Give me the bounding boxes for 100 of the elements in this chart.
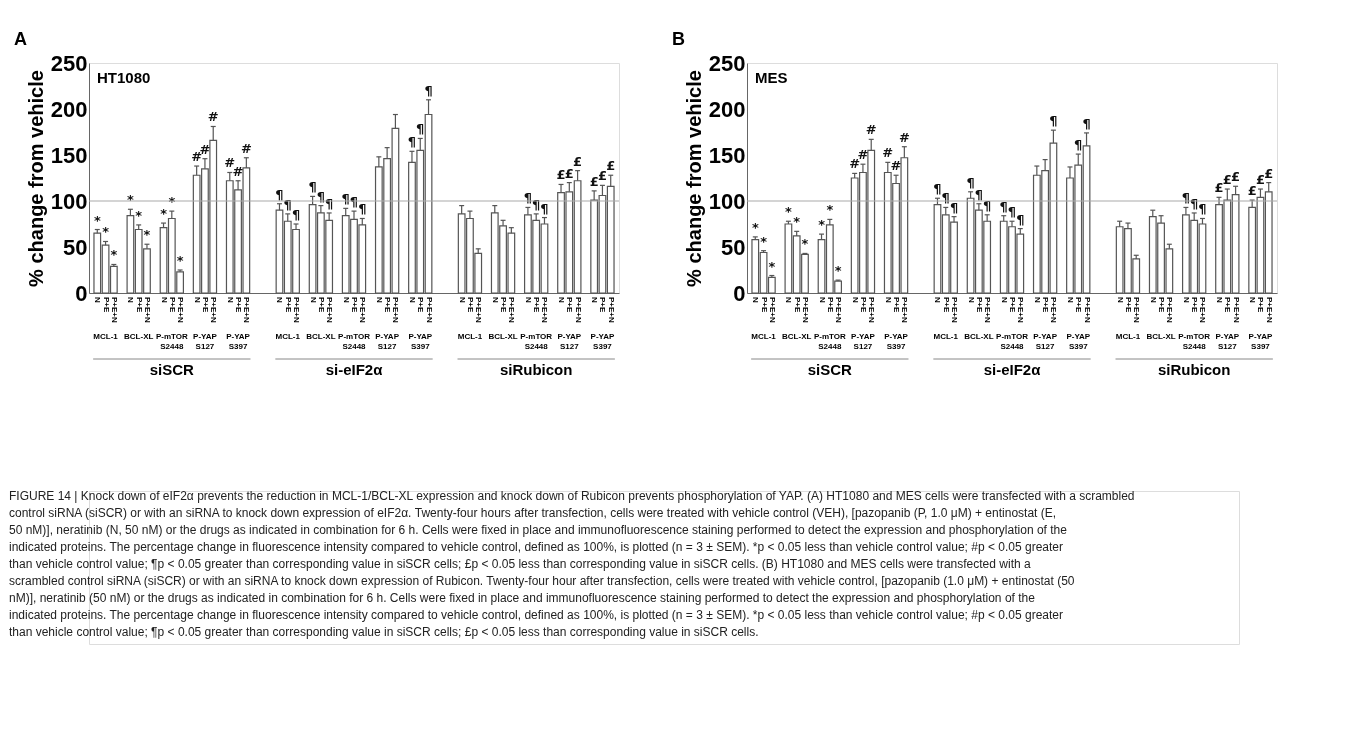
text: si-eIF2α <box>325 361 384 378</box>
x-tick-label: P+E <box>1041 297 1051 314</box>
x-tick-label: N <box>751 297 761 303</box>
x-tick-label: P+E+N <box>358 297 368 324</box>
x-tick-label: P+E+N <box>474 297 484 324</box>
x-tick-label: P+E <box>792 297 802 314</box>
y-axis-title: % change from vehicle <box>682 70 705 287</box>
data-label: ¶ <box>341 191 350 207</box>
data-label: ¶ <box>407 134 417 150</box>
x-tick-label: P+E+N <box>867 297 877 324</box>
data-label: * <box>760 233 768 249</box>
data-label: £ <box>606 158 616 174</box>
x-tick-label: P+E+N <box>834 297 844 324</box>
text: BCL-XL <box>964 332 994 341</box>
x-tick-label: P+E+N <box>606 297 616 324</box>
x-tick-label: P+E <box>1256 297 1266 314</box>
x-tick-label: N <box>341 297 351 303</box>
data-label: £ <box>597 168 607 184</box>
data-label: * <box>793 214 801 230</box>
x-tick-label: N <box>374 297 384 303</box>
x-tick-label: P+E+N <box>1082 297 1092 324</box>
data-label: * <box>768 258 776 274</box>
x-tick-label: P+E <box>598 297 608 314</box>
data-label: ¶ <box>532 196 541 212</box>
data-label: * <box>801 236 809 252</box>
x-tick-label: P+E+N <box>767 297 777 324</box>
data-label: * <box>826 202 834 218</box>
data-label: # <box>207 109 219 125</box>
data-label: ¶ <box>983 197 992 213</box>
data-label: ¶ <box>941 190 950 206</box>
text: P-YAP S127 <box>1033 332 1058 351</box>
data-label: * <box>127 192 134 208</box>
data-label: * <box>176 253 184 268</box>
text: MCL-1 <box>1115 332 1141 341</box>
data-label: * <box>751 219 759 235</box>
x-tick-label: P+E <box>350 297 359 314</box>
x-tick-label: P+E <box>499 297 509 314</box>
text: siSCR <box>149 361 195 378</box>
text: siSCR <box>807 361 853 378</box>
text: P-mTOR S2448 <box>1178 332 1211 351</box>
data-label: ¶ <box>540 200 549 216</box>
data-label: ¶ <box>1007 204 1017 220</box>
x-tick-label: P+E <box>892 297 902 314</box>
x-tick-label: N <box>159 297 169 303</box>
data-label: ¶ <box>416 121 425 137</box>
x-tick-label: N <box>1181 297 1191 303</box>
text: P-YAP S127 <box>1215 332 1240 351</box>
x-tick-label: N <box>457 297 467 303</box>
text: MCL-1 <box>751 332 777 341</box>
x-tick-label: P+E+N <box>1264 297 1274 324</box>
data-label: * <box>168 194 176 210</box>
x-tick-label: P+E <box>1123 297 1133 314</box>
x-tick-label: P+E+N <box>209 297 219 324</box>
x-tick-label: P+E <box>974 297 984 314</box>
x-tick-label: N <box>523 297 533 303</box>
data-label: ¶ <box>999 198 1008 214</box>
x-tick-label: P+E <box>465 297 475 314</box>
text: FIGURE 14 | Knock down of eIF2α prevents the reduction in MCL-1/BCL-XL expression and knock down of Rubicon prevents phosphorylation of YAP. (A) HT1080 and MES cells were transfected with a scrambled control siRNA (siSCR) or with an siRNA to knock down expression of eIF2α. Twenty-four hours after transfection, cells were treated with vehicle control (VEH), [pazopanib (P, 1.0 μM) + entinostat (E, 50 nM)], neratinib (N, 50 nM) or the drugs as indicated in combination for 6 h. Cells were fixed in place and immunofluorescence staining performed to detect the expression and phosphorylation of the indicated proteins. The percentage change in fluorescence intensity compared to vehicle control, defined as 100%, is plotted (n = 3 ± SEM). *p < 0.05 less than vehicle control value; #p < 0.05 greater than vehicle control value; ¶p < 0.05 greater than corresponding value in siSCR cells; £p < 0.05 less than corresponding value in siSCR cells. (B) HT1080 and MES cells were transfected with a scrambled control siRNA (siSCR) or with an siRNA to knock down expression of Rubicon. Twenty-four hour after transfection, cells were treated with vehicle control, [pazopanib (1.0 μM) + entinostat (50 nM)], neratinib (50 nM) or the drugs as indicated in combination for 6 h. Cells were fixed in place and immunofluorescence staining performed to detect the expression and phosphorylation of the indicated proteins. The percentage change in fluorescence intensity compared to vehicle control, defined as 100%, is plotted (n = 3 ± SEM). *p < 0.05 less than vehicle control value; #p < 0.05 greater than vehicle control value; ¶p < 0.05 greater than corresponding value in siSCR cells; £p < 0.05 less than corresponding value in siSCR cells. <box>9 489 1135 639</box>
y-tick-label: 150 <box>50 142 88 168</box>
x-tick-label: N <box>275 297 285 303</box>
x-tick-label: P+E+N <box>1049 297 1059 324</box>
data-label: ¶ <box>275 186 284 202</box>
data-label: ¶ <box>325 195 334 211</box>
annotation: HT1080 <box>97 69 151 86</box>
data-label: ¶ <box>316 188 326 204</box>
x-tick-label: N <box>883 297 893 303</box>
text: P-YAP S397 <box>1248 332 1273 351</box>
x-tick-label: N <box>933 297 943 303</box>
text: P-mTOR S2448 <box>520 332 553 351</box>
data-label: * <box>93 212 101 228</box>
x-tick-label: P+E+N <box>983 297 993 324</box>
data-label: ¶ <box>949 199 959 215</box>
text: MCL-1 <box>275 332 301 341</box>
x-tick-label: P+E <box>167 297 177 314</box>
x-tick-label: P+E+N <box>573 297 583 324</box>
data-label: * <box>785 204 792 220</box>
x-tick-label: P+E <box>200 297 210 314</box>
data-label: ¶ <box>523 190 533 206</box>
x-tick-label: P+E <box>858 297 868 314</box>
y-tick-label: 0 <box>733 280 746 306</box>
x-tick-label: P+E <box>383 297 393 314</box>
x-tick-label: P+E <box>283 297 293 314</box>
x-tick-label: N <box>407 297 417 303</box>
data-label: ¶ <box>424 82 433 98</box>
y-tick-label: 100 <box>708 188 746 214</box>
data-label: ¶ <box>349 194 359 210</box>
x-tick-label: N <box>1148 297 1158 303</box>
x-tick-label: P+E+N <box>176 297 186 324</box>
x-tick-label: P+E <box>316 297 326 314</box>
text: P-YAP S397 <box>226 332 251 351</box>
text: siRubicon <box>499 361 573 378</box>
text: P-mTOR S2448 <box>996 332 1029 351</box>
x-tick-label: P+E <box>825 297 835 314</box>
x-tick-label: N <box>850 297 860 303</box>
x-tick-label: N <box>308 297 318 303</box>
text: MCL-1 <box>457 332 483 341</box>
text: BCL-XL <box>488 332 518 341</box>
x-tick-label: P+E+N <box>1198 297 1208 324</box>
data-label: ¶ <box>1190 195 1199 211</box>
x-tick-label: P+E+N <box>950 297 960 324</box>
